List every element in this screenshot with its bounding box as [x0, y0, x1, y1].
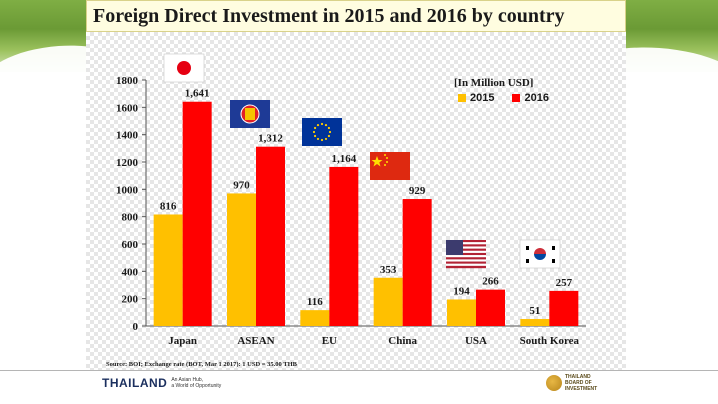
south-korea-flag-icon: [519, 239, 561, 269]
brand-wordmark: THAILAND: [102, 376, 168, 390]
data-label-2016: 266: [482, 276, 499, 288]
boi-logo: THAILAND BOARD OF INVESTMENT: [546, 374, 597, 392]
bar-2016: [256, 146, 285, 326]
y-tick-label: 1600: [116, 102, 139, 114]
legend-swatch-2016: [512, 94, 521, 102]
bar-2016: [182, 101, 212, 326]
bar-2015: [227, 193, 256, 326]
boi-logo-line-1: THAILAND: [565, 374, 591, 380]
x-category-label: South Korea: [520, 335, 580, 347]
slide-title-box: Foreign Direct Investment in 2015 and 20…: [86, 0, 626, 32]
data-label-2016: 1,164: [331, 153, 356, 165]
data-label-2015: 194: [453, 285, 470, 297]
boi-logo-line-3: INVESTMENT: [565, 386, 598, 392]
asean-flag-icon: [230, 100, 270, 128]
x-category-label: China: [388, 335, 417, 347]
footer-brand: THAILAND An Asian Hub, a World of Opport…: [102, 376, 221, 390]
legend-label-2016: 2016: [524, 92, 549, 104]
boi-logo-text: THAILAND BOARD OF INVESTMENT: [565, 374, 597, 392]
data-label-2016: 257: [556, 277, 573, 289]
footer-divider: [0, 370, 718, 371]
x-category-label: USA: [465, 335, 487, 347]
chart-legend: 2015 2016: [458, 92, 549, 104]
data-label-2016: 1,312: [258, 133, 283, 145]
data-label-2015: 816: [160, 200, 177, 212]
y-tick-label: 400: [122, 266, 139, 278]
value-labels: 816 1,641 970 1,312 116 1,164 353 929 194 266 51 25…: [160, 88, 573, 317]
y-tick-label: 800: [122, 212, 139, 224]
x-category-label: ASEAN: [237, 335, 274, 347]
boi-logo-line-2: BOARD OF: [565, 380, 592, 386]
boi-logo-icon: [546, 375, 562, 391]
category-labels: Japan ASEAN EU China USA South Korea: [168, 335, 579, 347]
legend-label-2015: 2015: [470, 92, 495, 104]
brand-tagline: An Asian Hub, a World of Opportunity: [171, 377, 221, 389]
japan-flag-icon: [163, 53, 205, 83]
usa-flag-icon: [446, 240, 486, 269]
x-category-label: Japan: [168, 335, 197, 347]
legend-swatch-2015: [458, 94, 466, 102]
bar-chart: 0 200 400 600 800 1000 1200 1400 1600 1800 816 1,6…: [116, 53, 586, 347]
bar-2015: [447, 299, 476, 326]
data-label-2016: 929: [409, 185, 426, 197]
x-category-label: EU: [322, 335, 337, 347]
source-note: Source: BOI; Exchange rate (BOT, Mar 1 2…: [106, 361, 297, 368]
y-tick-label: 0: [133, 321, 139, 333]
bar-group: [153, 101, 579, 326]
bar-2016: [549, 290, 579, 326]
bar-2015: [520, 319, 550, 326]
slide-title: Foreign Direct Investment in 2015 and 20…: [93, 4, 565, 27]
bar-2016: [402, 199, 432, 326]
y-tick-label: 600: [122, 239, 139, 251]
data-label-2015: 51: [529, 305, 540, 317]
y-tick-label: 1800: [116, 75, 139, 87]
data-label-2015: 116: [307, 296, 323, 308]
data-label-2015: 970: [233, 179, 250, 191]
y-axis: 0 200 400 600 800 1000 1200 1400 1600 1800: [116, 75, 586, 333]
eu-flag-icon: [302, 118, 342, 146]
tagline-line-2: a World of Opportunity: [171, 383, 222, 389]
y-tick-label: 1000: [116, 184, 139, 196]
data-label-2016: 1,641: [185, 88, 210, 100]
legend-item-2015: 2015: [458, 92, 494, 104]
bar-2015: [373, 277, 403, 326]
flag-icons: [163, 53, 561, 269]
y-tick-label: 200: [122, 294, 139, 306]
bar-2016: [476, 289, 505, 326]
y-tick-label: 1400: [116, 130, 139, 142]
y-tick-label: 1200: [116, 157, 139, 169]
data-label-2015: 353: [380, 264, 397, 276]
china-flag-icon: [370, 152, 410, 180]
bar-2015: [153, 214, 183, 326]
bar-2016: [329, 166, 359, 326]
legend-item-2016: 2016: [512, 92, 549, 104]
unit-label: [In Million USD]: [454, 77, 534, 89]
bar-2015: [300, 310, 330, 326]
tagline-line-1: An Asian Hub,: [171, 377, 204, 383]
